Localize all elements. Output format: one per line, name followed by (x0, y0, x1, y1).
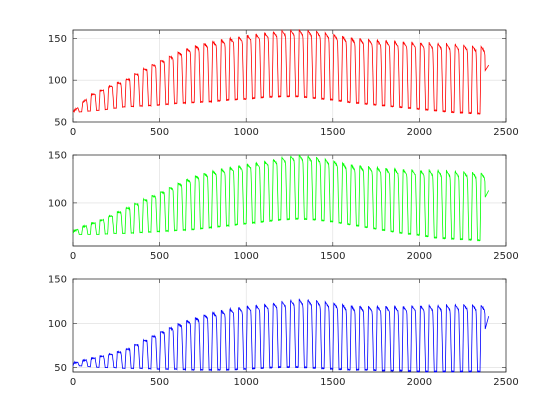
axes-box (72, 154, 507, 247)
y-tick-label: 50 (54, 118, 67, 129)
y-tick-label: 100 (48, 76, 67, 87)
y-tick-label: 100 (48, 319, 67, 330)
x-tick-label: 1000 (233, 127, 258, 138)
y-tick-label: 150 (48, 151, 67, 162)
subplot-2: 0 500 1000 1500 2000 2500 100 150 (48, 151, 519, 263)
x-tick-label: 1500 (320, 377, 345, 388)
x-tick-label: 2000 (407, 251, 432, 262)
x-tick-label: 2000 (407, 127, 432, 138)
x-tick-label: 2500 (493, 127, 518, 138)
axes-box (72, 278, 507, 373)
series-line (72, 298, 490, 373)
x-tick-label: 1000 (233, 377, 258, 388)
x-tick-label: 0 (70, 377, 76, 388)
axes-box (72, 29, 507, 123)
x-tick-label: 0 (70, 127, 76, 138)
y-tick-label: 50 (54, 363, 67, 374)
subplot-1: 0 500 1000 1500 2000 2500 50 100 150 (48, 28, 519, 138)
x-tick-label: 2500 (493, 377, 518, 388)
series-line (72, 28, 490, 115)
x-tick-label: 2500 (493, 251, 518, 262)
y-tick-label: 150 (48, 275, 67, 286)
y-tick-label: 150 (48, 34, 67, 45)
x-tick-label: 1000 (233, 251, 258, 262)
x-tick-label: 0 (70, 251, 76, 262)
x-tick-label: 2000 (407, 377, 432, 388)
series-line (72, 154, 490, 242)
x-tick-label: 1500 (320, 127, 345, 138)
subplot-3: 0 500 1000 1500 2000 2500 50 100 150 (48, 275, 519, 389)
x-tick-label: 1500 (320, 251, 345, 262)
x-tick-label: 500 (150, 377, 169, 388)
x-tick-label: 500 (150, 251, 169, 262)
y-tick-label: 100 (48, 198, 67, 209)
x-tick-label: 500 (150, 127, 169, 138)
